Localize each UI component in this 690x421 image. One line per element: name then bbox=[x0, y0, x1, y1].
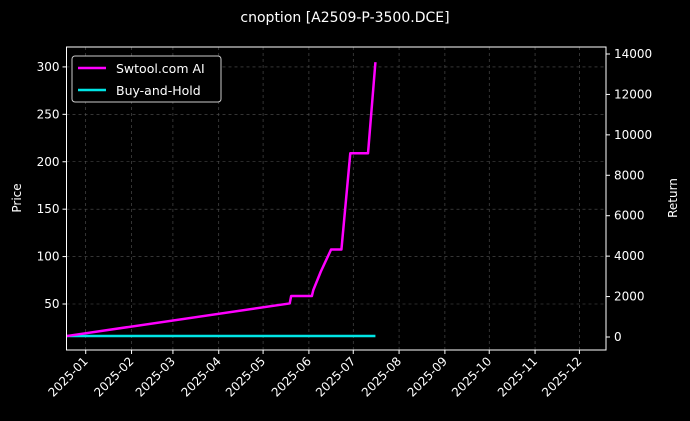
series-line-swtool-com-ai bbox=[66, 62, 377, 338]
series-lines bbox=[66, 62, 377, 338]
x-tick-label: 2025-01 bbox=[45, 354, 90, 399]
y2-tick-label: 0 bbox=[614, 330, 622, 344]
y2-tick-label: 2000 bbox=[614, 290, 645, 304]
y2-axis-label: Return bbox=[666, 178, 680, 218]
y2-tick-label: 10000 bbox=[614, 128, 652, 142]
x-tick-label: 2025-12 bbox=[539, 354, 584, 399]
y-tick-label: 300 bbox=[37, 60, 60, 74]
plot-frame bbox=[66, 46, 607, 351]
legend-label-ai: Swtool.com AI bbox=[116, 61, 205, 76]
y-axis-label: Price bbox=[10, 183, 24, 212]
chart-title: cnoption [A2509-P-3500.DCE] bbox=[240, 10, 449, 26]
x-tick-label: 2025-11 bbox=[495, 354, 540, 399]
x-tick-label: 2025-10 bbox=[449, 354, 494, 399]
y-tick-label: 50 bbox=[44, 297, 59, 311]
x-tick-label: 2025-09 bbox=[405, 354, 450, 399]
y-tick-label: 150 bbox=[37, 202, 60, 216]
y2-tick-label: 12000 bbox=[614, 87, 652, 101]
y2-tick-label: 6000 bbox=[614, 209, 645, 223]
y-tick-label: 200 bbox=[37, 155, 60, 169]
x-tick-label: 2025-03 bbox=[133, 354, 178, 399]
legend: Swtool.com AI Buy-and-Hold bbox=[71, 55, 222, 103]
x-tick-label: 2025-02 bbox=[91, 354, 136, 399]
y-tick-label: 250 bbox=[37, 107, 60, 121]
x-tick-label: 2025-06 bbox=[269, 354, 314, 399]
y2-tick-label: 4000 bbox=[614, 249, 645, 263]
x-tick-label: 2025-07 bbox=[313, 354, 358, 399]
x-tick-label: 2025-08 bbox=[359, 354, 404, 399]
legend-box bbox=[71, 55, 222, 103]
legend-label-bh: Buy-and-Hold bbox=[116, 83, 201, 98]
x-tick-label: 2025-05 bbox=[223, 354, 268, 399]
x-tick-label: 2025-04 bbox=[179, 354, 224, 399]
y2-tick-label: 14000 bbox=[614, 47, 652, 61]
y-tick-label: 100 bbox=[37, 250, 60, 264]
y2-tick-label: 8000 bbox=[614, 168, 645, 182]
